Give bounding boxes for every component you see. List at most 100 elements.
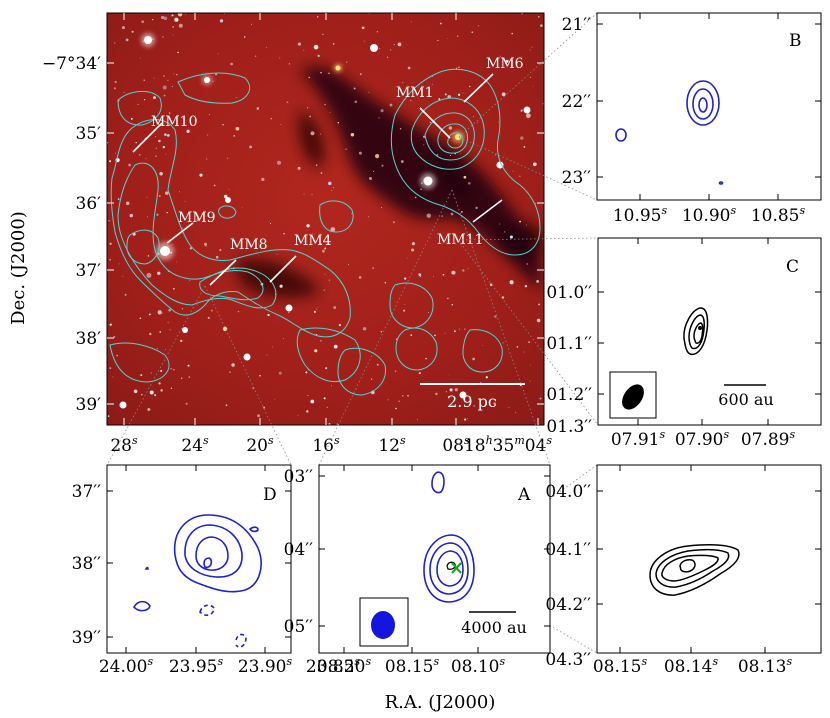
panel-a-ytick-1: 04′′: [284, 540, 313, 560]
panel-b-ytick-1: 22′′: [562, 92, 591, 112]
label-mm6: MM6: [486, 56, 524, 72]
panel-frame-ticks: [319, 465, 550, 653]
panel-c-ytick-1: 01.1′′: [546, 334, 592, 354]
panel-frame-ticks: [598, 238, 821, 425]
panel-c-xticks: 07.91s 07.90s 07.89s: [611, 428, 796, 450]
dec-tick-0: −7°34′: [42, 54, 101, 74]
ra-tick-3: 16s: [312, 434, 340, 456]
panel-c-ytick-3: 01.3′′: [546, 417, 592, 437]
main-ticks: [107, 13, 544, 425]
panel-b-ytick-2: 23′′: [562, 168, 591, 188]
label-mm10: MM10: [151, 114, 197, 130]
label-mm11: MM11: [437, 232, 483, 248]
panel-d-xtick-3: 23.85s: [306, 655, 361, 677]
panel-c-yticks: 01.0′′ 01.1′′ 01.2′′ 01.3′′: [546, 283, 592, 437]
panel-a-beam: [359, 597, 409, 647]
marker-mm1: [419, 107, 451, 139]
label-mm1: MM1: [396, 85, 434, 101]
panel-c-ytick-2: 01.2′′: [546, 385, 592, 405]
panel-e-ytick-1: 04.1′′: [545, 540, 591, 560]
panel-d-xtick-1: 23.95s: [169, 655, 224, 677]
panel-a-xtick-1: 08.15s: [385, 655, 440, 677]
panel-a-xtick-2: 08.10s: [451, 655, 506, 677]
panel-c-beam: [609, 371, 657, 419]
panel-d-label: D: [263, 485, 277, 505]
panel-d-ytick-2: 39′′: [72, 628, 101, 648]
panel-d-xtick-0: 24.00s: [99, 655, 154, 677]
panel-a-xticks: 08.20s 08.15s 08.10s: [317, 655, 506, 677]
panel-e: 04.0′′ 04.1′′ 04.2′′ 04.3′′ 08.15s 08.14s…: [545, 464, 822, 677]
dec-tick-5: 39′: [76, 395, 102, 415]
panel-e-ytick-0: 04.0′′: [545, 482, 591, 502]
panel-e-ytick-2: 04.2′′: [545, 595, 591, 615]
main-dec-ticklabels: −7°34′ 35′ 36′ 37′ 38′ 39′: [42, 54, 101, 415]
panel-c-label: C: [786, 257, 799, 277]
panel-b: B 21′′ 22′′ 23′′ 10.95s 10.90s 10.85s: [562, 12, 822, 226]
infrared-image: MM1 MM4 MM6 MM8 MM9 MM10 MM11 2.9 pc: [107, 13, 544, 425]
panel-frame-ticks: [597, 13, 821, 200]
panel-b-label: B: [789, 31, 802, 51]
panel-a-xtick-0: 08.20s: [317, 655, 372, 677]
ra-tick-6: 18h35m04s: [464, 434, 552, 456]
dec-tick-2: 36′: [76, 194, 102, 214]
panel-a-ytick-2: 05′′: [284, 617, 313, 637]
panel-e-contours: [649, 544, 740, 596]
panel-c-xtick-2: 07.89s: [741, 428, 796, 450]
source-labels: MM1 MM4 MM6 MM8 MM9 MM10 MM11: [151, 56, 524, 253]
panel-d: D 37′′ 38′′ 39′′ 24.00s 23.95s 23.90s 23.85…: [72, 464, 361, 677]
panel-a-scalebar: 4000 au: [461, 611, 527, 637]
panel-c-scalebar-label: 600 au: [718, 390, 773, 409]
mm-contours: [109, 68, 541, 396]
panel-b-yticks: 21′′ 22′′ 23′′: [562, 15, 591, 188]
panel-b-xtick-1: 10.90s: [682, 204, 737, 226]
marker-mm10: [132, 122, 163, 153]
x-axis-label: R.A. (J2000): [385, 692, 496, 713]
panel-c-xtick-0: 07.91s: [611, 428, 666, 450]
dec-tick-4: 38′: [76, 329, 102, 349]
panel-e-yticks: 04.0′′ 04.1′′ 04.2′′ 04.3′′: [545, 482, 591, 670]
ra-tick-2: 20s: [246, 434, 274, 456]
panel-c-ytick-0: 01.0′′: [546, 283, 592, 303]
label-mm4: MM4: [294, 233, 332, 249]
label-mm8: MM8: [230, 237, 268, 253]
panel-d-xtick-2: 23.90s: [238, 655, 293, 677]
panel-b-xticks: 10.95s 10.90s 10.85s: [613, 204, 806, 226]
panel-d-ytick-0: 37′′: [72, 482, 101, 502]
panel-b-ytick-0: 21′′: [562, 15, 591, 35]
bright-stars: [119, 33, 531, 409]
panel-e-xtick-2: 08.13s: [738, 655, 793, 677]
panel-a-cross-marker: [451, 562, 462, 574]
marker-mm11: [472, 199, 503, 223]
panel-frame-ticks: [597, 465, 821, 653]
dec-tick-3: 37′: [76, 261, 102, 281]
panel-frame-ticks: [107, 465, 291, 653]
y-axis-label: Dec. (J2000): [8, 211, 29, 325]
main-scalebar-label: 2.9 pc: [447, 392, 497, 411]
dec-tick-1: 35′: [76, 124, 102, 144]
marker-mm8: [209, 259, 237, 286]
main-panel: MM1 MM4 MM6 MM8 MM9 MM10 MM11 2.9 pc −7°…: [42, 12, 552, 456]
panel-d-ytick-1: 38′′: [72, 554, 101, 574]
ra-tick-5: 08s: [442, 434, 470, 456]
marker-mm4: [269, 255, 297, 283]
panel-c-contours: [683, 307, 709, 356]
panel-c-xtick-1: 07.90s: [675, 428, 730, 450]
panel-e-xticks: 08.15s 08.14s 08.13s: [593, 655, 793, 677]
panel-a-label: A: [517, 485, 531, 505]
panel-d-xticks: 24.00s 23.95s 23.90s 23.85s: [99, 655, 361, 677]
main-scalebar: 2.9 pc: [420, 383, 525, 411]
source-markers: [132, 73, 503, 286]
panel-e-xtick-0: 08.15s: [593, 655, 648, 677]
ra-tick-4: 12s: [378, 434, 406, 456]
panel-d-contours: [133, 514, 262, 648]
panel-c-scalebar: 600 au: [718, 384, 774, 409]
panel-a: 4000 au A 03′′ 04′′ 05′′ 08.20s 08.15s 08.…: [284, 464, 551, 677]
panel-b-contours: [615, 80, 724, 185]
panel-a-inner: [446, 561, 462, 574]
panel-b-xtick-2: 10.85s: [751, 204, 806, 226]
marker-mm9: [166, 222, 194, 244]
panel-e-xtick-1: 08.14s: [664, 655, 719, 677]
panel-b-xtick-0: 10.95s: [613, 204, 668, 226]
panel-d-yticks: 37′′ 38′′ 39′′: [72, 482, 101, 648]
